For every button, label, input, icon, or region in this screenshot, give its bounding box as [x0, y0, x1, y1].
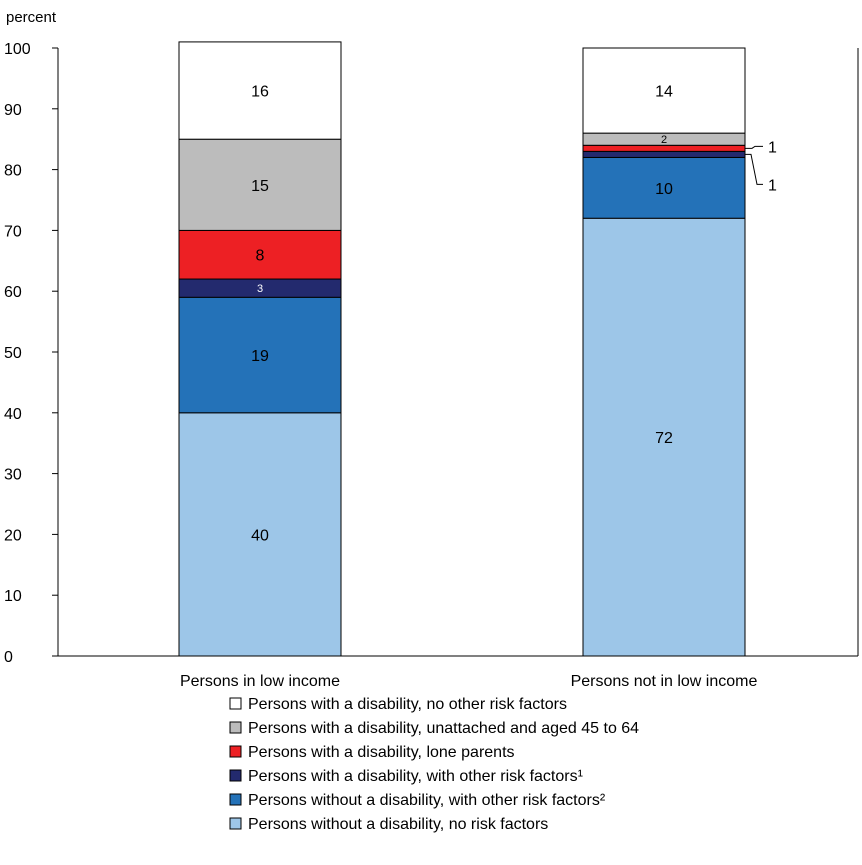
bar-segment-persons-not-in-low-income-persons-with-a-disability-no-other-risk-factors — [582, 47, 746, 134]
y-tick-label-0: 0 — [4, 649, 13, 666]
data-label-persons-in-low-income-persons-with-a-disability-lone-parents: 8 — [256, 248, 265, 265]
y-axis-unit-label: percent — [6, 9, 57, 26]
legend-swatch-persons-with-a-disability-with-other-risk-factors — [229, 769, 242, 782]
y-tick-label-70: 70 — [4, 223, 22, 240]
leader-line-persons-not-in-low-income-persons-with-a-disability-lone-parents — [745, 145, 763, 149]
data-label-persons-in-low-income-persons-with-a-disability-with-other-risk-factors: 3 — [257, 283, 263, 295]
data-label-persons-in-low-income-persons-without-a-disability-with-other-risk-factors: 19 — [251, 348, 269, 365]
data-label-persons-in-low-income-persons-with-a-disability-unattached-and-aged-45-to-64: 15 — [251, 178, 269, 195]
y-axis-ticks: 0 10 20 30 40 50 60 70 80 90 100 — [4, 41, 58, 666]
category-label-persons-not-in-low-income: Persons not in low income — [571, 673, 758, 690]
legend: Persons with a disability, no other risk… — [229, 696, 639, 833]
data-label-persons-in-low-income-persons-without-a-disability-no-risk-factors: 40 — [251, 527, 269, 544]
legend-swatch-persons-with-a-disability-lone-parents — [229, 745, 242, 758]
category-labels-group: Persons in low income Persons not in low … — [180, 673, 758, 690]
axes-frame — [57, 48, 859, 657]
bar-segment-persons-not-in-low-income-persons-without-a-disability-with-other-risk-factors — [582, 156, 746, 219]
y-tick-label-90: 90 — [4, 102, 22, 119]
legend-entry-persons-without-a-disability-no-risk-factors: Persons without a disability, no risk fa… — [248, 816, 548, 833]
y-tick-label-20: 20 — [4, 527, 22, 544]
bar-segment-persons-in-low-income-persons-with-a-disability-lone-parents — [178, 229, 342, 280]
y-tick-label-80: 80 — [4, 163, 22, 180]
bar-segment-persons-in-low-income-persons-without-a-disability-no-risk-factors — [178, 412, 342, 657]
legend-swatch-persons-with-a-disability-no-other-risk-factors — [229, 697, 242, 710]
legend-swatch-persons-with-a-disability-unattached-and-aged-45-to-64 — [229, 721, 242, 734]
legend-entry-persons-without-a-disability-with-other-risk-factors: Persons without a disability, with other… — [248, 792, 606, 809]
data-label-persons-not-in-low-income-persons-with-a-disability-unattached-and-aged-45-to-64: 2 — [661, 134, 667, 146]
legend-swatch-persons-without-a-disability-no-risk-factors — [229, 817, 242, 830]
bars-group — [178, 41, 746, 657]
y-tick-label-30: 30 — [4, 467, 22, 484]
data-label-persons-not-in-low-income-persons-with-a-disability-no-other-risk-factors: 14 — [655, 84, 673, 101]
bar-segment-persons-in-low-income-persons-with-a-disability-no-other-risk-factors — [178, 41, 342, 140]
bar-segment-persons-not-in-low-income-persons-without-a-disability-no-risk-factors — [582, 217, 746, 657]
data-label-persons-not-in-low-income-persons-without-a-disability-with-other-risk-factors: 10 — [655, 181, 673, 198]
legend-entry-persons-with-a-disability-no-other-risk-factors: Persons with a disability, no other risk… — [248, 696, 567, 713]
bar-segment-persons-in-low-income-persons-with-a-disability-unattached-and-aged-45-to-64 — [178, 138, 342, 231]
leader-line-persons-not-in-low-income-persons-with-a-disability-with-other-risk-factors — [745, 153, 763, 185]
bar-segment-persons-not-in-low-income-persons-with-a-disability-with-other-risk-factors — [582, 150, 746, 158]
y-tick-label-60: 60 — [4, 284, 22, 301]
category-label-persons-in-low-income: Persons in low income — [180, 673, 340, 690]
data-label-persons-not-in-low-income-persons-with-a-disability-lone-parents: 1 — [768, 139, 777, 156]
y-tick-label-50: 50 — [4, 345, 22, 362]
legend-entry-persons-with-a-disability-with-other-risk-factors: Persons with a disability, with other ri… — [248, 768, 583, 785]
data-label-persons-in-low-income-persons-with-a-disability-no-other-risk-factors: 16 — [251, 84, 269, 101]
y-tick-label-100: 100 — [4, 41, 31, 58]
bar-segment-persons-in-low-income-persons-without-a-disability-with-other-risk-factors — [178, 296, 342, 414]
data-label-persons-not-in-low-income-persons-with-a-disability-with-other-risk-factors: 1 — [768, 177, 777, 194]
legend-swatch-persons-without-a-disability-with-other-risk-factors — [229, 793, 242, 806]
data-label-persons-not-in-low-income-persons-without-a-disability-no-risk-factors: 72 — [655, 430, 673, 447]
segment-labels-group: 40 19 3 8 15 16 72 10 2 14 1 1 — [251, 84, 777, 545]
y-tick-label-40: 40 — [4, 406, 22, 423]
legend-entry-persons-with-a-disability-lone-parents: Persons with a disability, lone parents — [248, 744, 515, 761]
y-tick-label-10: 10 — [4, 588, 22, 605]
legend-entry-persons-with-a-disability-unattached-and-aged-45-to-64: Persons with a disability, unattached an… — [248, 720, 639, 737]
